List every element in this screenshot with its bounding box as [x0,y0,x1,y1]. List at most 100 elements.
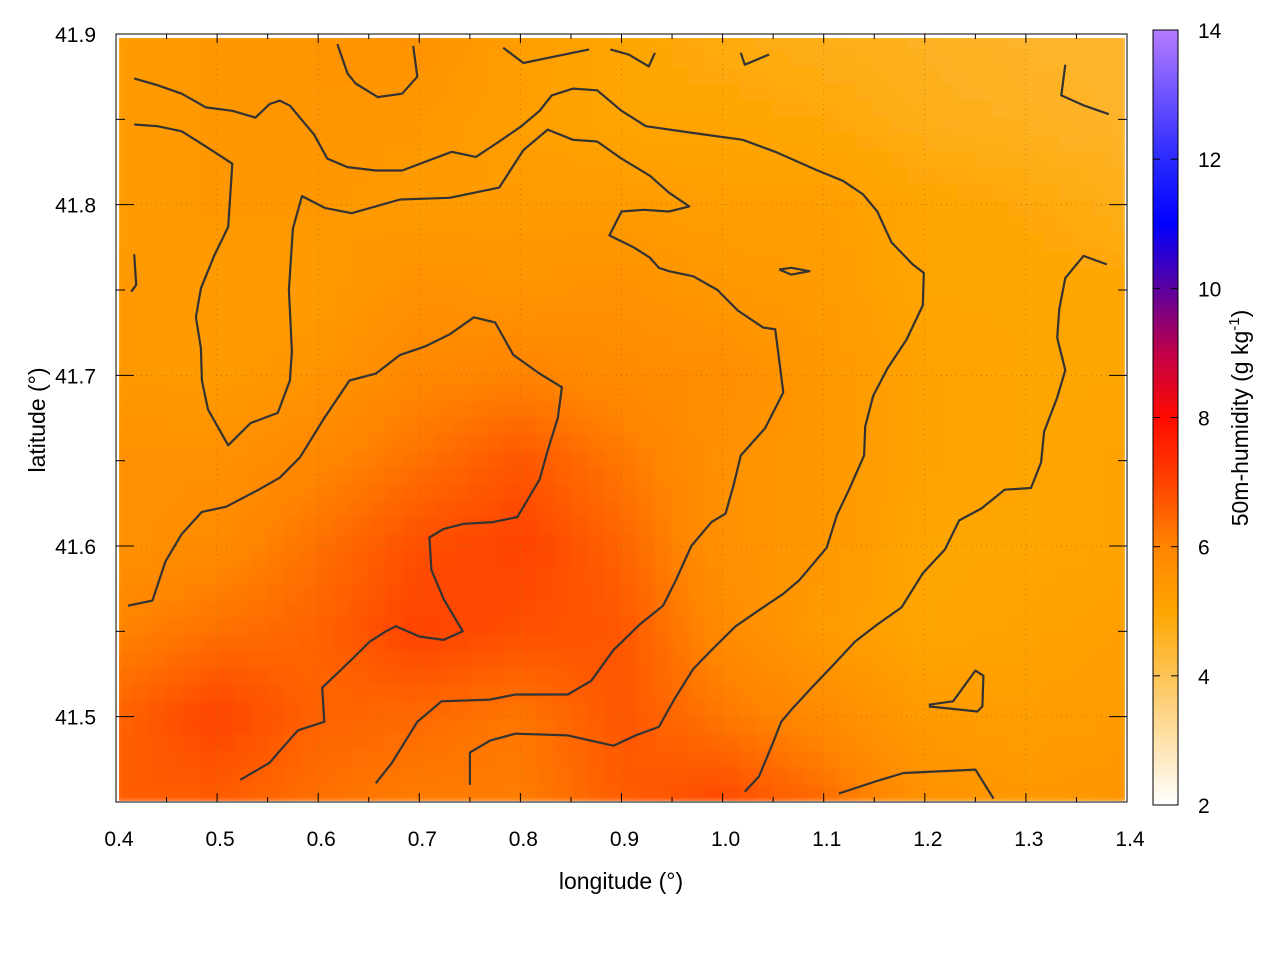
heatmap-cell [621,267,639,285]
heatmap-cell [519,651,538,669]
heatmap-cell [149,334,168,352]
heatmap-cell [722,434,740,452]
heatmap-cell [1008,50,1027,68]
heatmap-cell [401,167,420,185]
heatmap-cell [553,66,572,85]
heatmap-cell [789,434,808,452]
heatmap-cell [267,634,285,653]
heatmap-cell [806,283,825,302]
heatmap-cell [890,183,909,202]
heatmap-cell [119,484,134,502]
heatmap-cell [300,200,319,219]
heatmap-cell [890,467,909,486]
heatmap-cell [1059,534,1077,553]
heatmap-cell [149,367,168,386]
heatmap-cell [755,167,774,185]
heatmap-cell [519,784,538,801]
heatmap-cell [334,200,353,219]
heatmap-cell [182,400,201,419]
heatmap-cell [873,434,892,452]
heatmap-cell [924,551,943,569]
heatmap-cell [1059,718,1077,736]
heatmap-cell [317,400,336,419]
heatmap-cell [587,567,606,586]
heatmap-cell [300,334,319,352]
heatmap-cell [570,200,589,219]
heatmap-cell [119,133,134,152]
heatmap-cell [199,784,218,801]
heatmap-cell [688,217,707,235]
heatmap-cell [267,450,285,469]
heatmap-cell [1008,116,1027,135]
heatmap-cell [536,133,555,152]
heatmap-cell [587,233,606,252]
heatmap-cell [334,133,353,152]
heatmap-cell [233,751,252,770]
heatmap-cell [503,250,521,269]
heatmap-cell [385,50,403,68]
heatmap-cell [317,300,336,319]
heatmap-cell [469,667,488,686]
heatmap-cell [755,317,774,336]
heatmap-cell [469,601,488,619]
heatmap-cell [941,567,959,586]
heatmap-cell [907,784,926,801]
heatmap-cell [637,100,656,118]
heatmap-cell [958,718,976,736]
heatmap-cell [1042,100,1061,118]
heatmap-cell [250,250,269,269]
heatmap-cell [621,367,639,386]
heatmap-cell [233,701,252,720]
heatmap-cell [284,701,302,720]
heatmap-cell [1059,450,1077,469]
heatmap-cell [772,300,791,319]
heatmap-cell [486,233,505,252]
heatmap-cell [519,768,538,786]
heatmap-cell [182,551,201,569]
heatmap-cell [1075,634,1094,653]
heatmap-cell [553,718,572,736]
heatmap-cell [385,601,403,619]
heatmap-cell [705,283,724,302]
heatmap-cell [840,217,858,235]
heatmap-cell [486,701,505,720]
heatmap-cell [486,751,505,770]
heatmap-cell [553,517,572,536]
heatmap-cell [587,484,606,502]
heatmap-cell [199,350,218,369]
heatmap-cell [722,601,740,619]
heatmap-cell [570,667,589,686]
heatmap-cell [755,667,774,686]
heatmap-cell [671,784,690,801]
heatmap-cell [570,317,589,336]
heatmap-cell [621,83,639,102]
heatmap-cell [671,467,690,486]
heatmap-cell [452,534,471,553]
heatmap-cell [553,667,572,686]
heatmap-cell [132,601,151,619]
heatmap-cell [907,233,926,252]
heatmap-cell [587,300,606,319]
heatmap-cell [873,450,892,469]
heatmap-cell [469,517,488,536]
heatmap-cell [1025,400,1044,419]
heatmap-cell [216,50,235,68]
heatmap-cell [250,718,269,736]
contour-line [739,52,770,66]
heatmap-cell [267,183,285,202]
heatmap-cell [621,38,639,52]
heatmap-cell [637,601,656,619]
heatmap-cell [974,751,993,770]
heatmap-cell [149,50,168,68]
heatmap-cell [469,450,488,469]
heatmap-cell [755,434,774,452]
heatmap-cell [233,267,252,285]
heatmap-cell [587,217,606,235]
heatmap-cell [991,384,1010,402]
heatmap-cell [469,751,488,770]
heatmap-cell [351,484,370,502]
heatmap-cell [1008,350,1027,369]
heatmap-cell [974,434,993,452]
heatmap-cell [166,500,184,519]
heatmap-cell [553,200,572,219]
